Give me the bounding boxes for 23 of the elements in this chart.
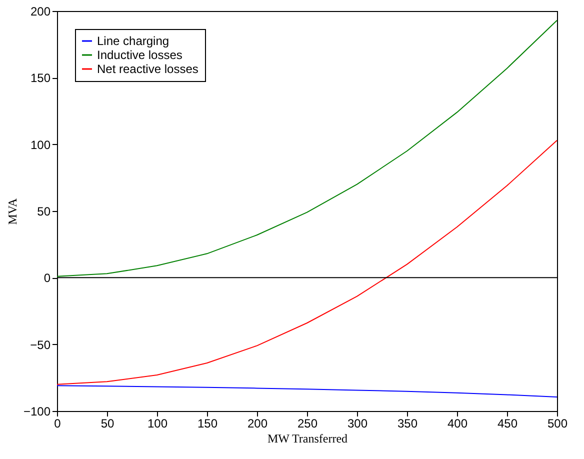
y-tick-label: 150: [30, 71, 51, 86]
x-axis-title: MW Transferred: [267, 432, 348, 446]
y-tick-label: 100: [30, 138, 51, 152]
x-tick-label: 0: [54, 416, 62, 430]
y-tick-label: 50: [37, 204, 51, 218]
y-tick-label: −100: [23, 404, 51, 418]
y-tick-label: 200: [30, 4, 51, 18]
x-tick-label: 400: [447, 416, 468, 430]
legend-label: Net reactive losses: [97, 62, 198, 76]
x-tick-label: 500: [547, 416, 568, 430]
x-tick-label: 250: [297, 416, 318, 430]
legend-label: Line charging: [97, 34, 170, 48]
y-tick-label: −50: [30, 338, 51, 352]
y-tick-label: 0: [44, 271, 51, 286]
x-tick-label: 100: [147, 416, 168, 430]
x-tick-label: 200: [247, 416, 268, 430]
y-axis-title: MVA: [5, 198, 20, 225]
x-tick-label: 50: [100, 416, 114, 430]
x-tick-label: 350: [397, 416, 418, 430]
legend-label: Inductive losses: [97, 48, 182, 62]
x-tick-label: 150: [197, 416, 218, 430]
x-tick-label: 300: [347, 416, 368, 430]
x-tick-label: 450: [497, 416, 518, 430]
